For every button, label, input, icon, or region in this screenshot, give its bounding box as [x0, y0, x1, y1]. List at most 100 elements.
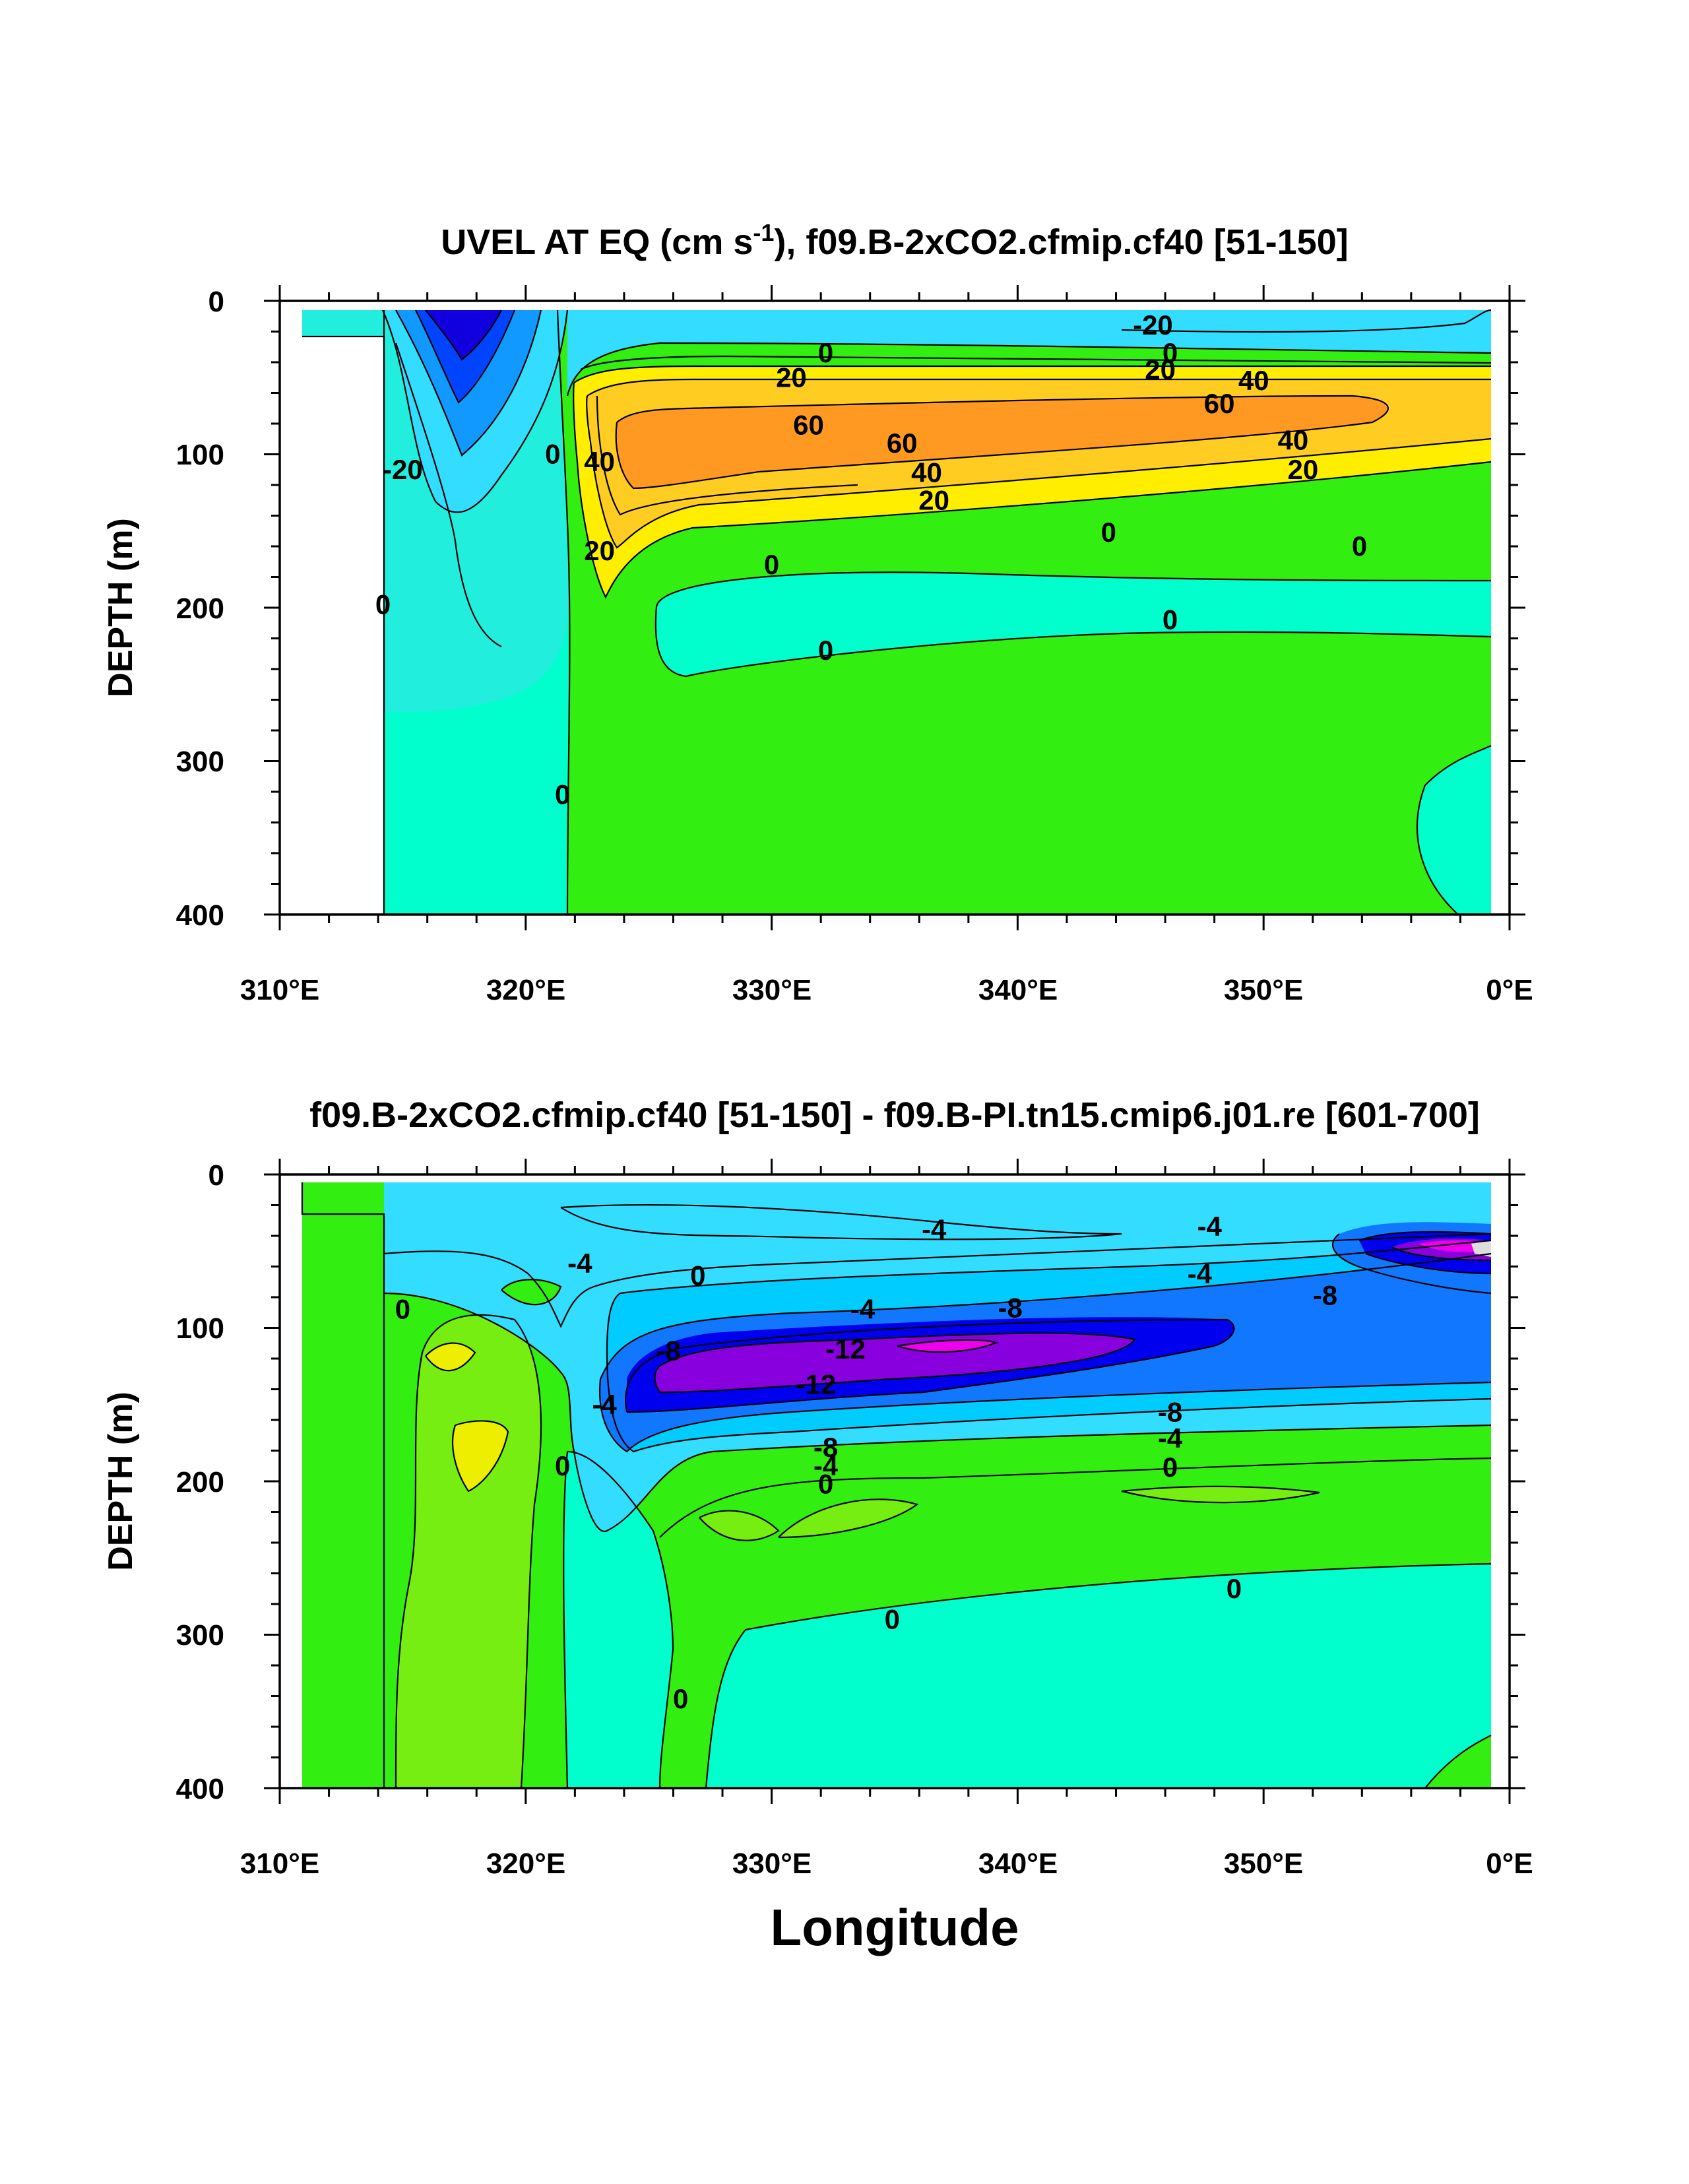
x-tick-label: 320°E — [486, 974, 565, 1006]
x-tick-label: 340°E — [978, 974, 1058, 1006]
contour-label: -4 — [813, 1450, 839, 1481]
panel-2-fill-yellow-a — [426, 1343, 475, 1371]
contour-label: -4 — [592, 1389, 617, 1420]
contour-label: 40 — [584, 446, 615, 477]
panel-1-fill-aqua-lens — [655, 572, 1491, 676]
contour-label: 0 — [375, 589, 391, 620]
contour-label: -20 — [1133, 309, 1173, 340]
y-tick-label: 0 — [208, 1159, 224, 1192]
panel-1-ticks — [264, 285, 1525, 930]
panel-2-fill-grey-east — [1471, 1240, 1491, 1257]
contour-label: -4 — [1188, 1258, 1213, 1289]
contour-label: 0 — [885, 1603, 900, 1634]
contour-label: 60 — [1204, 388, 1235, 419]
contour-label: 20 — [584, 535, 615, 566]
panel-1-x-tick-labels: 310°E 320°E 330°E 340°E 350°E 0°E — [240, 974, 1533, 1006]
y-tick-label: 0 — [208, 286, 224, 318]
panel-1: UVEL AT EQ (cm s-1), f09.B-2xCO2.cfmip.c… — [102, 219, 1533, 1006]
contour-label: 0 — [764, 549, 779, 580]
contour-label: -8 — [998, 1292, 1023, 1323]
contour-label: 40 — [911, 457, 942, 488]
contour-label: -12 — [796, 1369, 836, 1400]
panel-1-fill-orange — [616, 396, 1388, 488]
panel-2-fill-aqua-deep — [706, 1564, 1491, 1788]
contour-label: -8 — [1158, 1396, 1182, 1427]
contour-label: -4 — [922, 1214, 947, 1245]
x-tick-label: 330°E — [732, 974, 812, 1006]
contour-label: 20 — [1145, 354, 1176, 385]
panel-2-fill-lime-lens-b — [779, 1499, 917, 1537]
panel-2-title: f09.B-2xCO2.cfmip.cf40 [51-150] - f09.B-… — [309, 1095, 1480, 1135]
panel-2-filled-contours — [280, 1174, 1510, 1788]
contour-label: 60 — [887, 428, 918, 459]
panel-2-fill-green-corner — [1425, 1735, 1491, 1788]
contour-label: -8 — [813, 1432, 838, 1463]
panel-2-fill-aqua-col — [563, 1452, 673, 1788]
y-tick-label: 100 — [176, 1312, 224, 1345]
contour-label: -4 — [850, 1294, 876, 1325]
panel-1-fill-aqua-corner — [1417, 746, 1491, 915]
panel-2-fill-purple — [654, 1333, 1135, 1392]
contour-label: -4 — [1158, 1423, 1183, 1454]
contour-label: 0 — [818, 1469, 833, 1500]
panel-2-fill-green-lens — [501, 1279, 561, 1305]
contour-label: 0 — [545, 439, 560, 470]
panel-1-filled-contours — [280, 301, 1510, 915]
contour-label: 0 — [690, 1260, 705, 1291]
contour-label: 0 — [1352, 530, 1367, 562]
contour-label: -8 — [656, 1335, 680, 1366]
panel-1-title: UVEL AT EQ (cm s-1), f09.B-2xCO2.cfmip.c… — [441, 219, 1348, 262]
panel-2-y-axis-label: DEPTH (m) — [102, 1392, 140, 1571]
panel-1-y-tick-labels: 0 100 200 300 400 — [176, 286, 224, 932]
contour-label: -12 — [825, 1333, 866, 1365]
panel-2-fill-lime-lens-c — [1122, 1486, 1320, 1503]
x-tick-label: 310°E — [240, 974, 319, 1006]
panel-2-fill-green-strip — [302, 1182, 384, 1214]
y-tick-label: 400 — [176, 899, 224, 932]
x-tick-label: 350°E — [1224, 1847, 1303, 1880]
panel-2-isolines — [301, 1182, 1492, 1788]
panel-2-ticks — [264, 1159, 1525, 1804]
contour-label: -4 — [1197, 1211, 1223, 1242]
y-tick-label: 200 — [176, 593, 224, 625]
x-axis-label: Longitude — [771, 1898, 1019, 1956]
panel-2-fill-magenta-east — [1418, 1240, 1491, 1252]
y-tick-label: 400 — [176, 1773, 224, 1805]
panel-2-x-tick-labels: 310°E 320°E 330°E 340°E 350°E 0°E — [240, 1847, 1533, 1880]
contour-label: 0 — [395, 1294, 410, 1325]
contour-label: -20 — [383, 454, 423, 485]
contour-label: 0 — [1101, 517, 1116, 548]
contour-label: 0 — [1163, 604, 1178, 635]
contour-label: 20 — [1287, 454, 1318, 485]
x-tick-label: 310°E — [240, 1847, 319, 1880]
contour-label: 40 — [1278, 425, 1309, 456]
y-tick-label: 100 — [176, 439, 224, 471]
y-tick-label: 300 — [176, 746, 224, 778]
contour-label: -4 — [567, 1248, 592, 1279]
x-tick-label: 0°E — [1486, 974, 1533, 1006]
panel-2-fill-yellow-b — [453, 1421, 508, 1491]
contour-label: 40 — [1238, 365, 1269, 396]
x-tick-label: 0°E — [1486, 1847, 1533, 1880]
x-tick-label: 320°E — [486, 1847, 565, 1880]
contour-label: 20 — [776, 362, 807, 393]
contour-label: 0 — [1163, 1452, 1178, 1483]
contour-label: 0 — [1163, 337, 1178, 368]
contour-label: 0 — [673, 1683, 688, 1714]
panel-1-y-axis-label: DEPTH (m) — [102, 518, 140, 697]
y-tick-label: 200 — [176, 1466, 224, 1498]
panel-2-y-tick-labels: 0 100 200 300 400 — [176, 1159, 224, 1805]
panel-2-fill-cyan-b — [561, 1205, 1122, 1240]
contour-label: 0 — [818, 337, 833, 368]
contour-label: 0 — [818, 635, 833, 666]
contour-label: 0 — [555, 779, 570, 810]
panel-1-fill-indigo-core — [426, 310, 501, 360]
contour-label: 20 — [918, 484, 949, 515]
panel-2: f09.B-2xCO2.cfmip.cf40 [51-150] - f09.B-… — [102, 1095, 1533, 1956]
x-tick-label: 340°E — [978, 1847, 1058, 1880]
contour-label: 0 — [1227, 1573, 1242, 1604]
x-tick-label: 330°E — [732, 1847, 812, 1880]
